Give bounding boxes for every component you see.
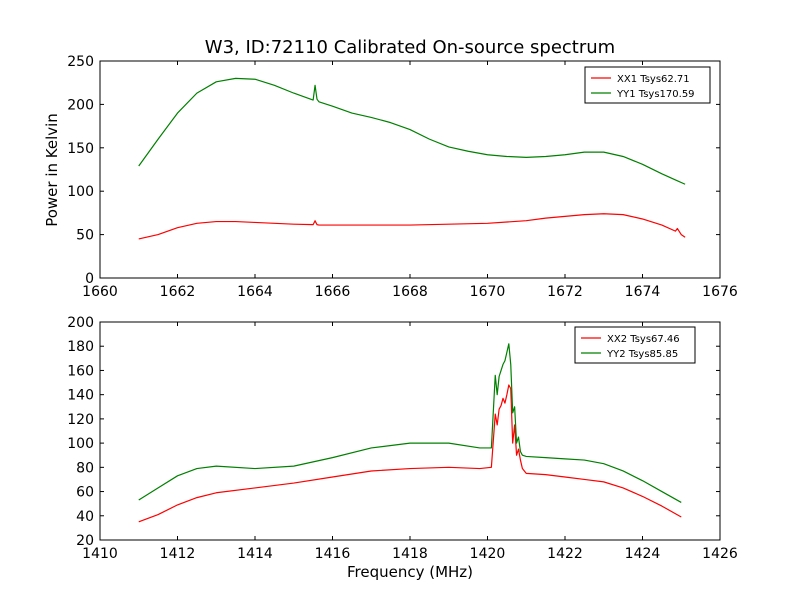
top-x-tick-label: 1676 xyxy=(702,284,738,300)
top-y-tick-label: 50 xyxy=(76,228,94,244)
top-subplot: 1660 1662 1664 1666 1668 1670 1672 1674 1676 0 50 1… xyxy=(67,54,738,300)
bottom-x-tick-label: 1414 xyxy=(237,546,273,562)
bottom-series-line-2 xyxy=(138,343,682,503)
bottom-legend: XX2 Tsys67.46 YY2 Tsys85.85 xyxy=(574,326,696,364)
bottom-y-tick-label: 100 xyxy=(67,436,94,452)
top-tick-layer: 1660 1662 1664 1666 1668 1670 1672 1674 1676 0 50 1… xyxy=(67,54,738,300)
top-series-line-1 xyxy=(138,213,686,240)
top-y-tick-label: 250 xyxy=(67,54,94,70)
y-axis-title: Power in Kelvin xyxy=(43,113,61,227)
bottom-x-tick-label: 1424 xyxy=(625,546,661,562)
top-legend-label-1: XX1 Tsys62.71 xyxy=(617,74,690,85)
figure-title: W3, ID:72110 Calibrated On-source spectr… xyxy=(205,37,615,58)
top-x-tick-label: 1674 xyxy=(625,284,661,300)
top-legend-label-2: YY1 Tsys170.59 xyxy=(616,89,695,100)
bottom-y-tick-label: 120 xyxy=(67,412,94,428)
bottom-series-line-1 xyxy=(138,384,682,523)
bottom-y-tick-label: 180 xyxy=(67,339,94,355)
bottom-legend-label-2: YY2 Tsys85.85 xyxy=(606,349,678,360)
bottom-x-tick-label: 1410 xyxy=(82,546,118,562)
bottom-tick-layer: 1410 1412 1414 1416 1418 1420 1422 1424 1426 20 40… xyxy=(67,315,738,562)
bottom-x-tick-label: 1426 xyxy=(702,546,738,562)
bottom-series-layer xyxy=(138,343,682,523)
bottom-y-tick-label: 160 xyxy=(67,363,94,379)
top-x-tick-label: 1662 xyxy=(160,284,196,300)
bottom-x-tick-label: 1412 xyxy=(160,546,196,562)
bottom-y-tick-label: 200 xyxy=(67,315,94,331)
top-legend-box xyxy=(584,66,711,104)
bottom-y-tick-label: 40 xyxy=(76,509,94,525)
top-y-tick-label: 200 xyxy=(67,97,94,113)
bottom-x-tick-label: 1416 xyxy=(315,546,351,562)
x-axis-title: Frequency (MHz) xyxy=(347,563,473,581)
top-legend: XX1 Tsys62.71 YY1 Tsys170.59 xyxy=(584,66,711,104)
bottom-y-tick-label: 140 xyxy=(67,388,94,404)
top-y-tick-label: 150 xyxy=(67,141,94,157)
top-series-layer xyxy=(138,77,686,240)
bottom-x-tick-label: 1422 xyxy=(547,546,583,562)
top-x-tick-label: 1670 xyxy=(470,284,506,300)
bottom-y-tick-label: 60 xyxy=(76,485,94,501)
bottom-legend-box xyxy=(574,326,696,364)
top-x-tick-label: 1672 xyxy=(547,284,583,300)
top-y-tick-label: 100 xyxy=(67,184,94,200)
bottom-x-tick-label: 1418 xyxy=(392,546,428,562)
top-y-tick-label: 0 xyxy=(85,271,94,287)
bottom-subplot: 1410 1412 1414 1416 1418 1420 1422 1424 1426 20 40… xyxy=(67,315,738,562)
bottom-x-tick-label: 1420 xyxy=(470,546,506,562)
top-x-tick-label: 1666 xyxy=(315,284,351,300)
top-x-tick-label: 1660 xyxy=(82,284,118,300)
bottom-legend-label-1: XX2 Tsys67.46 xyxy=(607,334,680,345)
bottom-y-tick-label: 80 xyxy=(76,460,94,476)
top-x-tick-label: 1668 xyxy=(392,284,428,300)
top-x-tick-label: 1664 xyxy=(237,284,273,300)
top-series-line-2 xyxy=(138,77,686,185)
bottom-y-tick-label: 20 xyxy=(76,533,94,549)
